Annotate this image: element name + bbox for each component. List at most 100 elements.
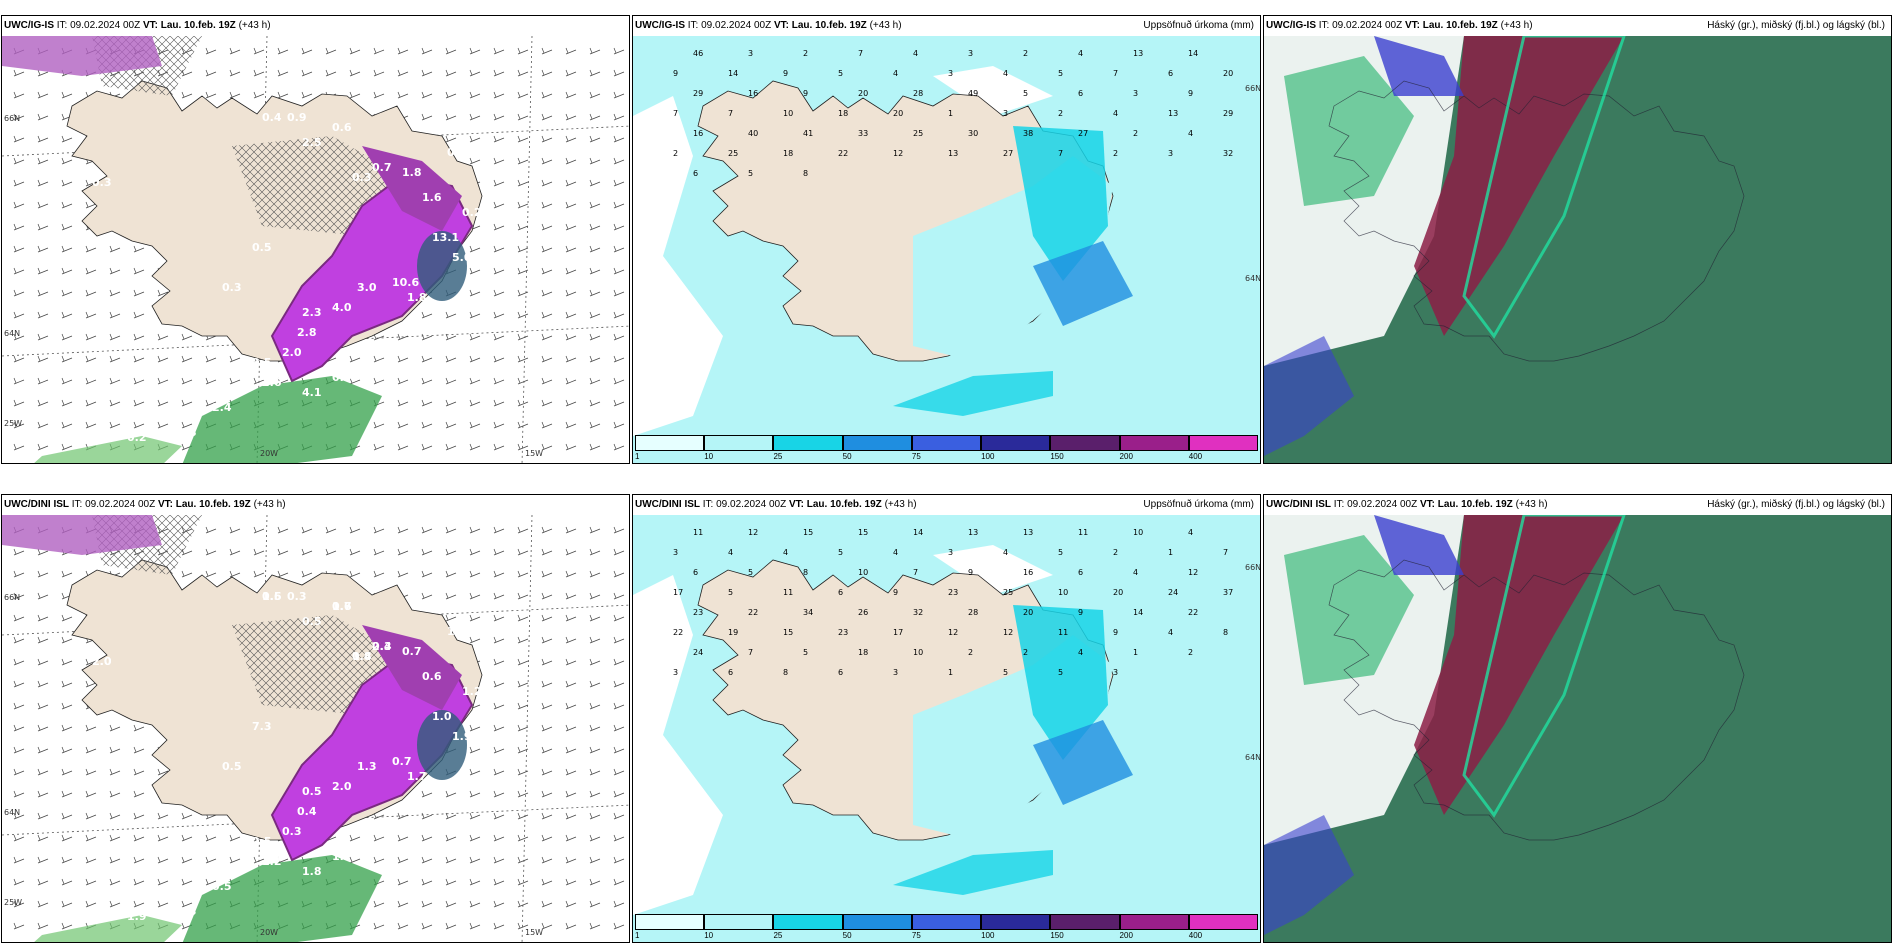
value-label: 4 [913, 49, 918, 58]
value-label: 13 [1023, 528, 1033, 537]
colorbar-tick: 10 [704, 452, 714, 461]
rain-area [182, 855, 382, 942]
value-label: 1.7 [407, 770, 427, 783]
value-label: 8 [803, 568, 808, 577]
value-label: 33 [858, 129, 868, 138]
map-accumulated-precip: 46 3 2 7 4 3 2 4 13 14 9 14 9 5 4 3 4 5 7 6 20 29 16 9 20 28 49 5 6 3… [633, 36, 1261, 463]
colorbar-tick: 75 [911, 452, 921, 461]
value-label: 0.7 [402, 645, 422, 658]
value-label: 22 [838, 149, 848, 158]
value-label: 6 [693, 169, 698, 178]
value-label: 1.9 [452, 730, 472, 743]
value-label: 13 [968, 528, 978, 537]
value-label: 27 [1078, 129, 1088, 138]
value-label: 20 [858, 89, 868, 98]
value-label: 4 [1078, 648, 1083, 657]
colorbar-swatch [773, 435, 843, 451]
value-label: 4 [893, 69, 898, 78]
value-label: 9 [803, 89, 808, 98]
value-label: 4 [783, 548, 788, 557]
value-label: 12 [948, 628, 958, 637]
value-label: 4 [1188, 528, 1193, 537]
high-cloud-area [1414, 515, 1624, 815]
value-label: 0.5 [212, 880, 232, 893]
value-label: 0.7 [392, 755, 412, 768]
value-label: 2 [673, 149, 678, 158]
rain-area [34, 915, 182, 942]
value-label: 6 [1078, 568, 1083, 577]
value-label: 7 [673, 109, 678, 118]
value-label: 8 [1223, 628, 1228, 637]
value-label: 3 [948, 548, 953, 557]
axis-label: 25W [4, 898, 22, 907]
value-label: 27 [1003, 149, 1013, 158]
value-label: 3 [673, 548, 678, 557]
value-label: 1.2 [462, 685, 482, 698]
value-label: 5 [803, 648, 808, 657]
value-label: 1.2 [262, 855, 282, 868]
axis-label: 64N [1245, 274, 1261, 283]
value-label: 24 [1168, 588, 1178, 597]
panel-variable-title: Háský (gr.), miðský (fj.bl.) og lágský (… [1707, 499, 1885, 510]
value-label: 8 [783, 668, 788, 677]
value-label: 3 [748, 49, 753, 58]
panel-header: UWC/DINI ISL IT: 09.02.2024 00Z VT: Lau.… [4, 499, 286, 510]
value-label: 30 [968, 129, 978, 138]
value-label: 0.3 [287, 590, 307, 603]
value-label: 0.3 [352, 171, 372, 184]
snow-area [2, 515, 162, 555]
value-label: 28 [913, 89, 923, 98]
value-label: 10.6 [392, 276, 419, 289]
snow-area [270, 174, 474, 383]
axis-label: 15W [525, 449, 543, 458]
colorbar-swatch [773, 914, 843, 930]
value-label: 5 [1003, 668, 1008, 677]
value-label: 29 [1223, 109, 1233, 118]
panel-header: UWC/DINI ISL IT: 09.02.2024 00Z VT: Lau.… [635, 499, 1254, 510]
snow-area [362, 146, 462, 231]
accum-area [893, 850, 1053, 895]
accum-area [1033, 720, 1133, 805]
map-cloud-cover [1264, 515, 1891, 942]
value-label: 13 [948, 149, 958, 158]
value-label: 22 [748, 608, 758, 617]
value-label: 14 [1133, 608, 1143, 617]
axis-label: 64N [4, 329, 20, 338]
value-label: 0.6 [332, 121, 352, 134]
value-label: 22 [1188, 608, 1198, 617]
value-label: 4 [1133, 568, 1138, 577]
colorbar-tick: 200 [1119, 931, 1133, 940]
value-label: 4 [1188, 129, 1193, 138]
axis-label: 20W [260, 449, 278, 458]
value-label: 11 [693, 528, 703, 537]
value-label: 20 [1113, 588, 1123, 597]
value-label: 8 [803, 169, 808, 178]
value-label: 5 [1058, 548, 1063, 557]
value-label: 2 [1188, 648, 1193, 657]
axis-label: 25W [4, 419, 22, 428]
value-label: 7 [913, 568, 918, 577]
colorbar-tick: 150 [1050, 931, 1064, 940]
map-cloud-cover [1264, 36, 1891, 463]
colorbar-swatch [842, 914, 912, 930]
cloud-edge [1462, 515, 1626, 818]
value-label: 24 [693, 648, 703, 657]
value-label: 7 [1223, 548, 1228, 557]
iceland-outline [1328, 559, 1745, 841]
value-label: 2.8 [297, 326, 317, 339]
value-label: 1.3 [357, 760, 377, 773]
value-label: 25 [728, 149, 738, 158]
value-label: 18 [858, 648, 868, 657]
mid-cloud-area [1374, 515, 1464, 575]
colorbar-swatch [1188, 914, 1258, 930]
value-label: 1.0 [432, 710, 452, 723]
colorbar-swatch [981, 914, 1051, 930]
mixed-precip-core [417, 710, 467, 780]
colorbar-tick: 150 [1050, 452, 1064, 461]
value-label: 1.5 [262, 590, 282, 603]
value-label: 1.7 [332, 600, 352, 613]
value-label: 23 [948, 588, 958, 597]
value-label: 3 [893, 668, 898, 677]
colorbar-tick: 50 [842, 452, 852, 461]
value-label: 15 [803, 528, 813, 537]
